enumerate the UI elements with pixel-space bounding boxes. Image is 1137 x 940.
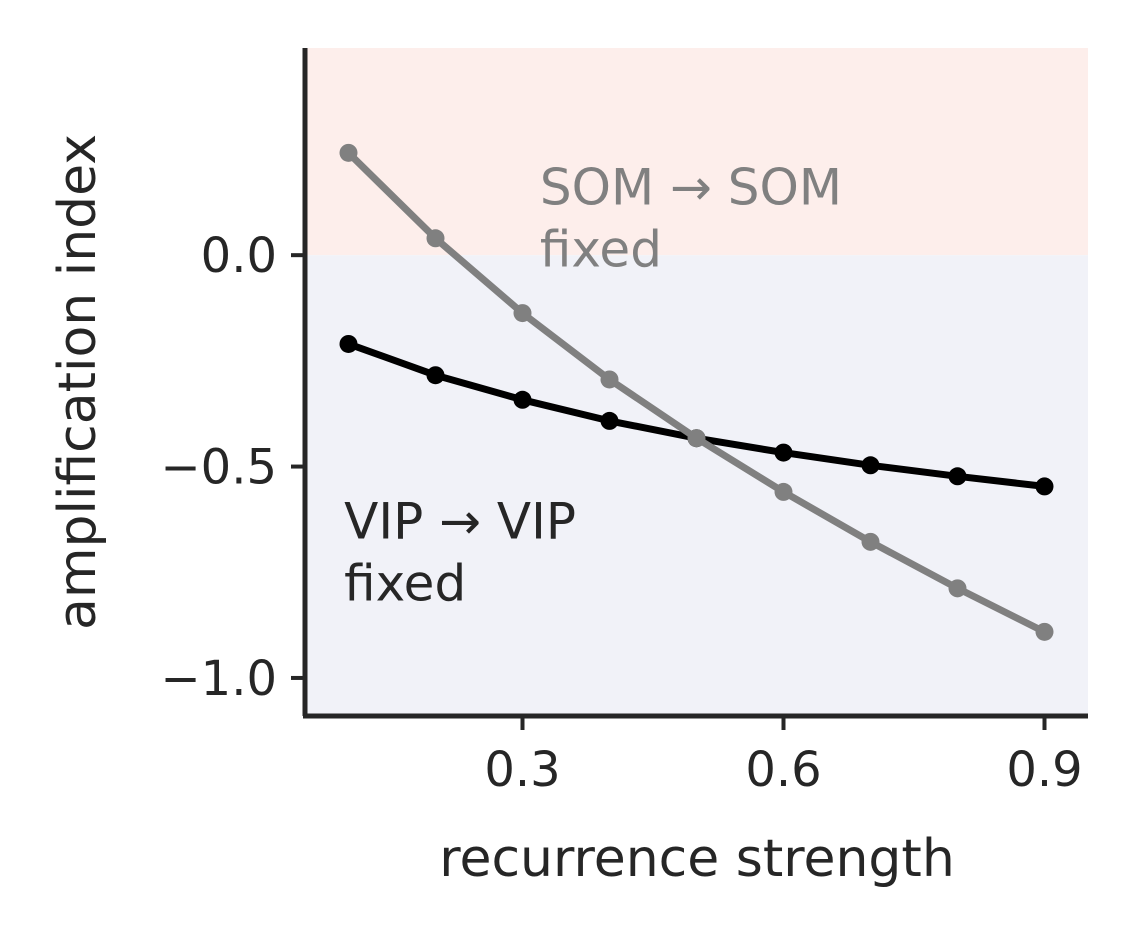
series-0-point-5 <box>774 443 793 462</box>
series-0-point-7 <box>948 467 967 486</box>
series-1-point-5 <box>774 482 793 501</box>
series-0-point-0 <box>339 334 358 353</box>
y-axis-label: amplification index <box>48 134 108 630</box>
annotation-1-line-2: fixed <box>344 554 466 612</box>
series-1-point-8 <box>1035 622 1054 641</box>
annotation-1-line-1: VIP → VIP <box>344 492 576 550</box>
series-0-point-3 <box>600 411 619 430</box>
x-tick-label-0: 0.3 <box>484 742 560 798</box>
y-tick-label-2: −1.0 <box>160 651 277 707</box>
series-1-point-7 <box>948 579 967 598</box>
background-region-0 <box>305 48 1088 256</box>
series-1-point-6 <box>861 532 880 551</box>
series-1-point-0 <box>339 143 358 162</box>
y-tick-label-1: −0.5 <box>160 440 277 496</box>
series-1-point-2 <box>513 304 532 323</box>
series-0-point-2 <box>513 390 532 409</box>
y-tick-label-0: 0.0 <box>201 228 277 284</box>
annotation-0-line-1: SOM → SOM <box>540 158 842 216</box>
x-axis-label: recurrence strength <box>439 829 955 889</box>
series-1-point-3 <box>600 370 619 389</box>
series-0-point-8 <box>1035 477 1054 496</box>
series-1-point-4 <box>687 429 706 448</box>
background-regions <box>305 48 1088 716</box>
annotation-0-line-2: fixed <box>540 220 662 278</box>
series-group <box>339 143 1054 641</box>
series-1-point-1 <box>426 229 445 248</box>
x-tick-label-2: 0.9 <box>1006 742 1082 798</box>
axes: 0.3 0.6 0.9 0.0 −0.5 −1.0 <box>160 48 1088 798</box>
series-0-point-1 <box>426 366 445 385</box>
background-region-1 <box>305 255 1088 716</box>
x-tick-label-1: 0.6 <box>745 742 821 798</box>
series-0-point-6 <box>861 456 880 475</box>
